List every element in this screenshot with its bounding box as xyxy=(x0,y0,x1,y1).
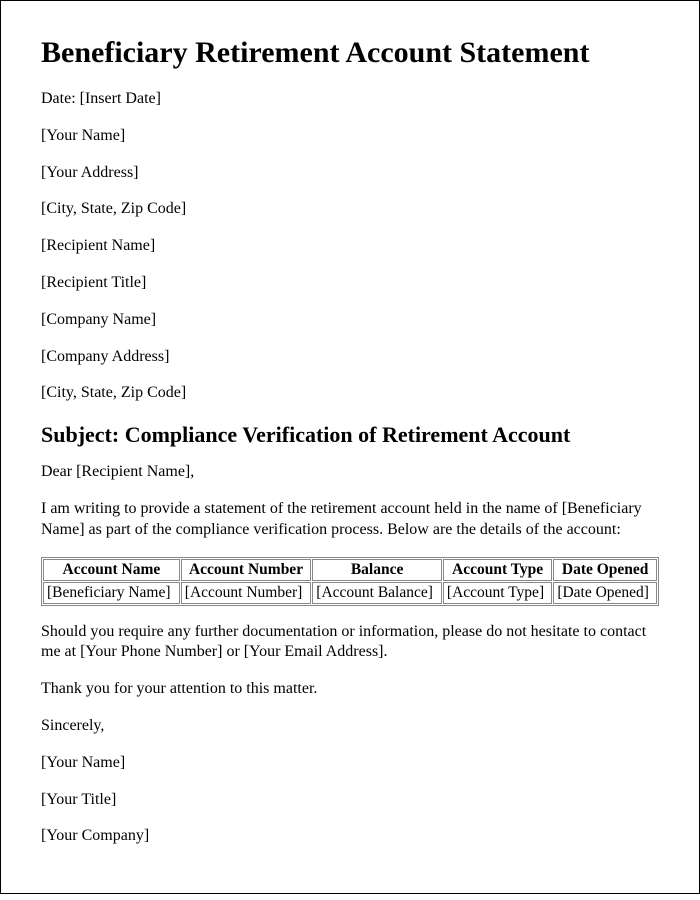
table-header-cell: Date Opened xyxy=(553,559,657,581)
header-line: [Your Name] xyxy=(41,126,659,147)
header-line: Date: [Insert Date] xyxy=(41,89,659,110)
header-line: [Company Address] xyxy=(41,347,659,368)
closing: Sincerely, xyxy=(41,716,659,737)
page-title: Beneficiary Retirement Account Statement xyxy=(41,35,659,71)
table-header-cell: Account Number xyxy=(181,559,312,581)
table-cell: [Date Opened] xyxy=(553,582,657,604)
header-line: [Recipient Name] xyxy=(41,236,659,257)
signature-line: [Your Company] xyxy=(41,826,659,847)
header-line: [Your Address] xyxy=(41,163,659,184)
salutation: Dear [Recipient Name], xyxy=(41,462,659,483)
subject-line: Subject: Compliance Verification of Reti… xyxy=(41,422,659,448)
table-cell: [Account Number] xyxy=(181,582,312,604)
header-line: [Company Name] xyxy=(41,310,659,331)
followup-paragraph: Should you require any further documenta… xyxy=(41,622,659,664)
table-cell: [Account Type] xyxy=(443,582,552,604)
document-page: Beneficiary Retirement Account Statement… xyxy=(0,0,700,894)
header-line: [City, State, Zip Code] xyxy=(41,383,659,404)
table-body: [Beneficiary Name][Account Number][Accou… xyxy=(43,582,657,604)
signature-line: [Your Name] xyxy=(41,753,659,774)
header-line: [City, State, Zip Code] xyxy=(41,199,659,220)
signature-block: [Your Name] [Your Title] [Your Company] xyxy=(41,753,659,847)
table-header-row: Account NameAccount NumberBalanceAccount… xyxy=(43,559,657,581)
header-line: [Recipient Title] xyxy=(41,273,659,294)
intro-paragraph: I am writing to provide a statement of t… xyxy=(41,499,659,541)
table-header-cell: Account Name xyxy=(43,559,180,581)
thanks-paragraph: Thank you for your attention to this mat… xyxy=(41,679,659,700)
table-cell: [Account Balance] xyxy=(312,582,442,604)
table-row: [Beneficiary Name][Account Number][Accou… xyxy=(43,582,657,604)
table-header-cell: Balance xyxy=(312,559,442,581)
table-header-cell: Account Type xyxy=(443,559,552,581)
signature-line: [Your Title] xyxy=(41,790,659,811)
table-cell: [Beneficiary Name] xyxy=(43,582,180,604)
account-table: Account NameAccount NumberBalanceAccount… xyxy=(41,557,659,606)
header-block: Date: [Insert Date] [Your Name] [Your Addr… xyxy=(41,89,659,404)
